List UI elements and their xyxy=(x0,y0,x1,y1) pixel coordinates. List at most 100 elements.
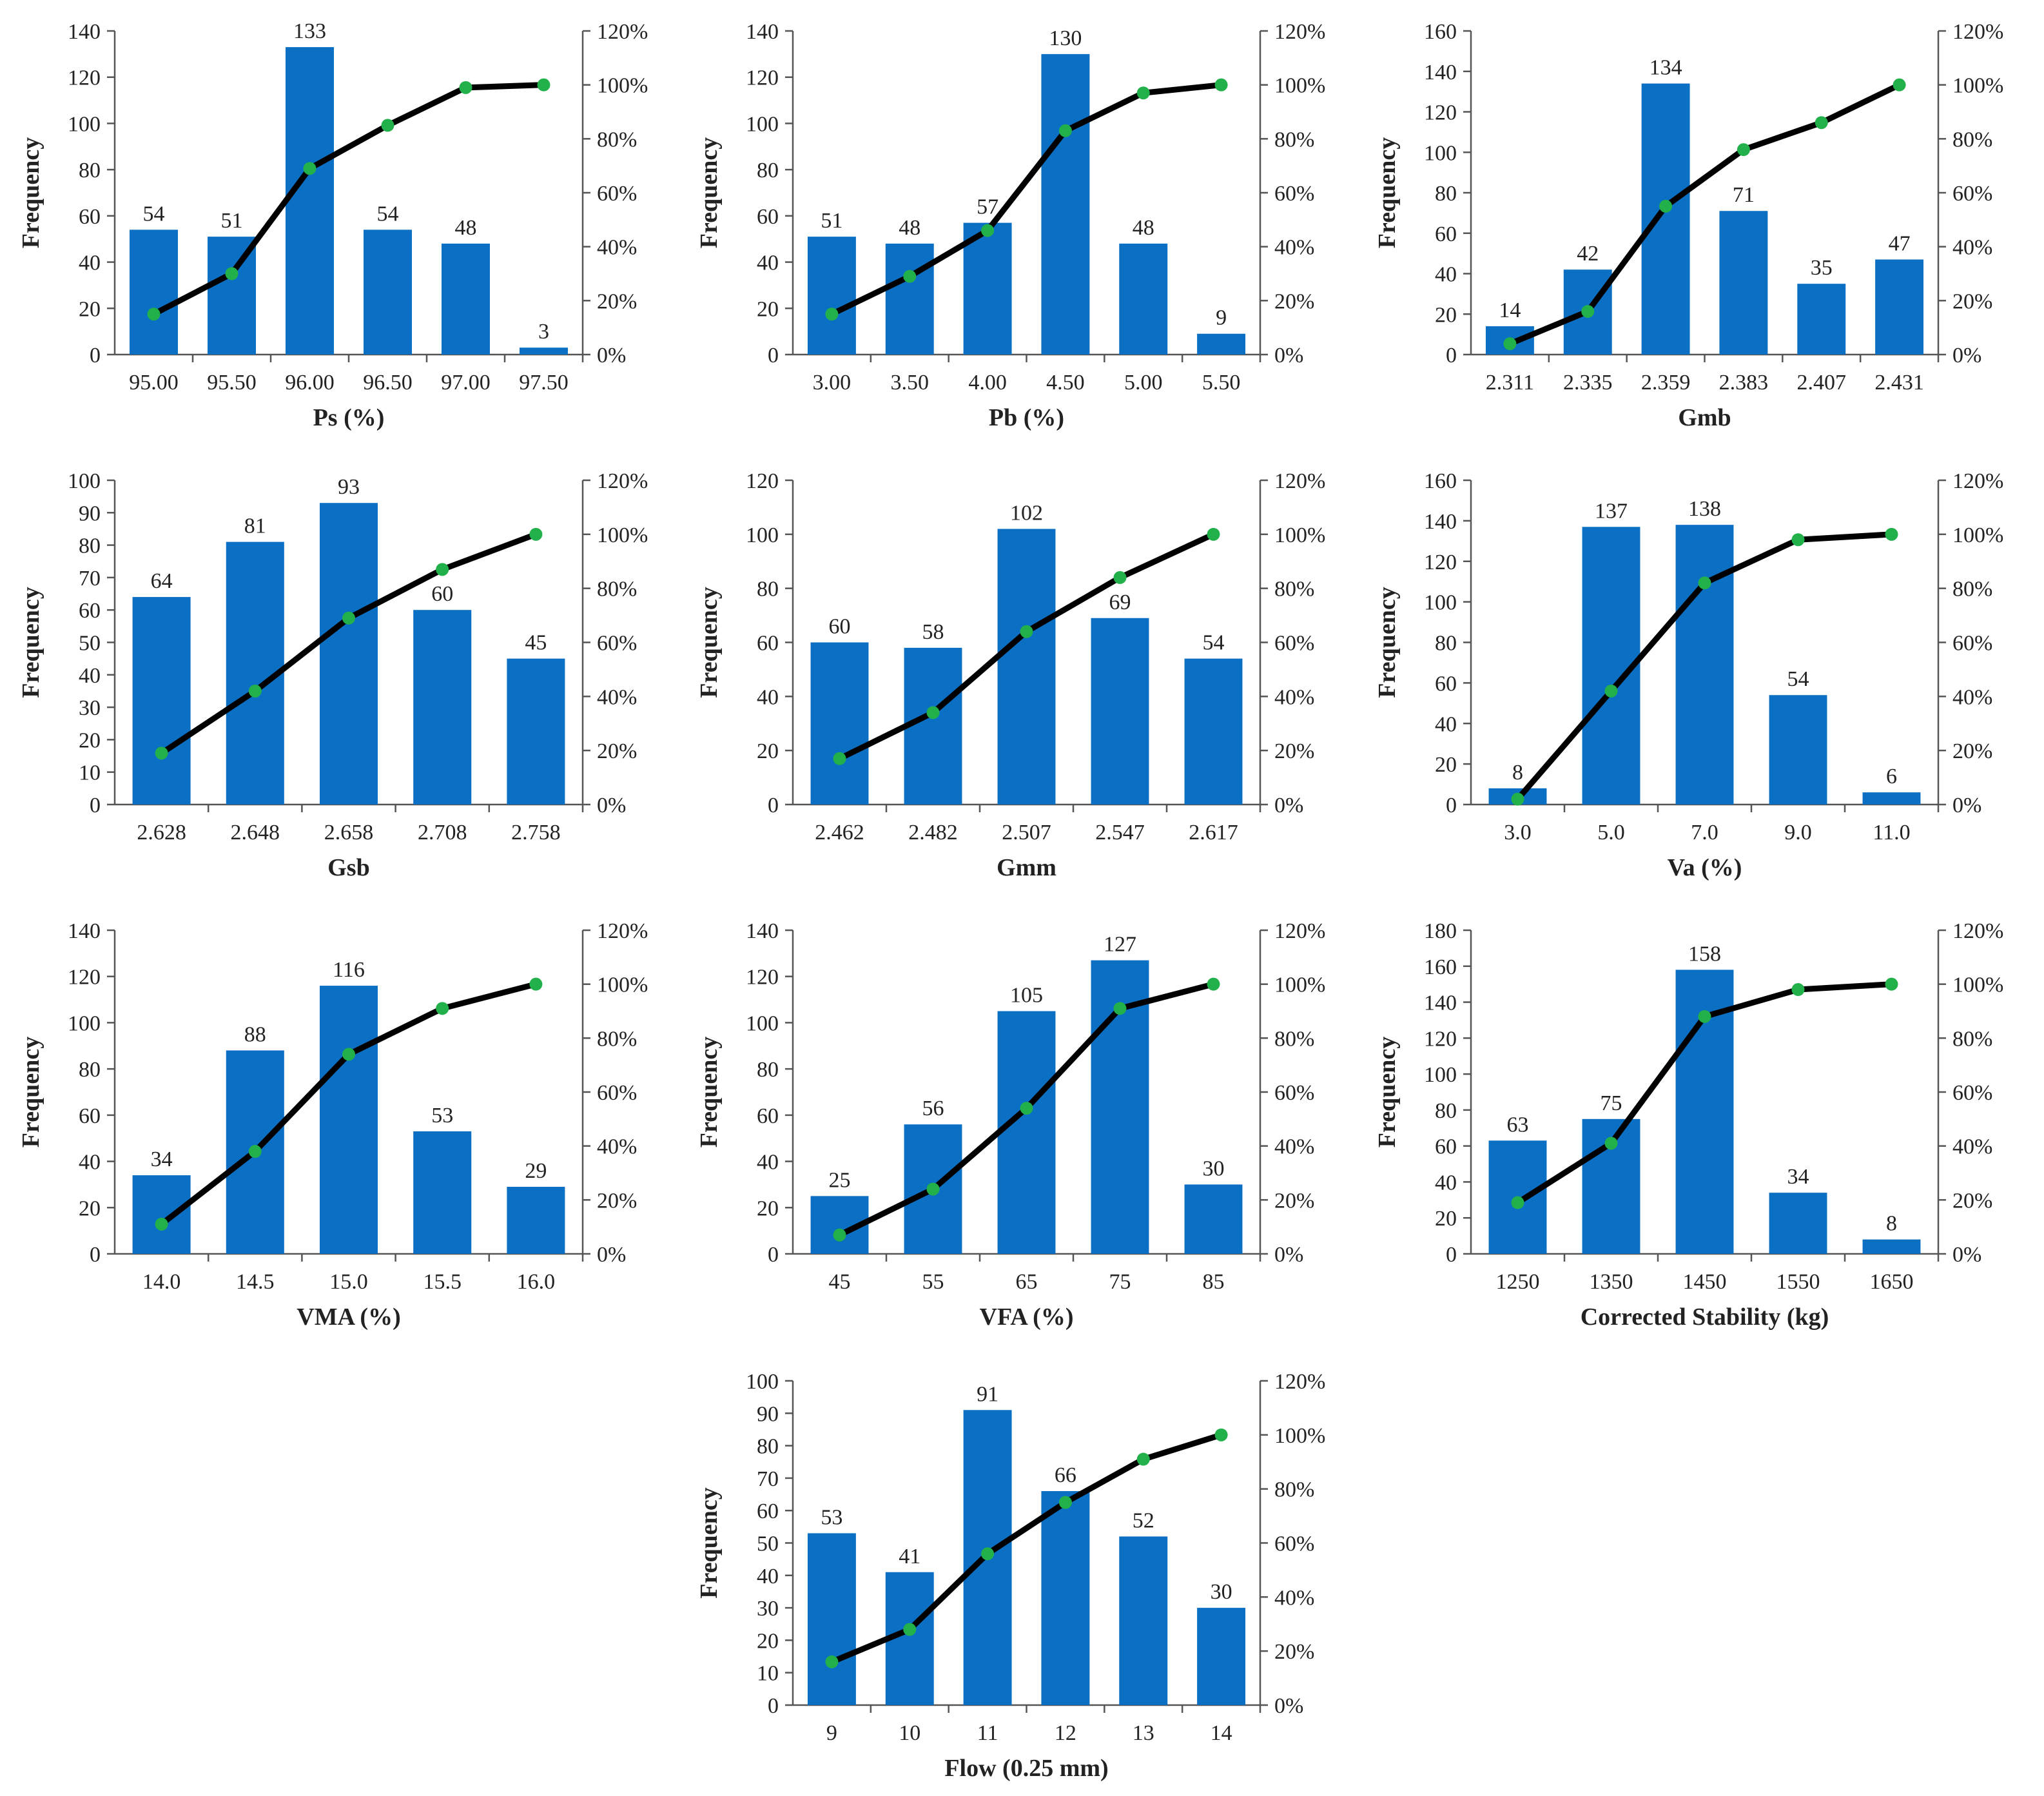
bar xyxy=(1769,1193,1827,1254)
y2-tick-label: 60% xyxy=(597,632,637,656)
y2-tick-label: 100% xyxy=(597,523,648,547)
y-tick-label: 60 xyxy=(757,1499,779,1523)
y2-tick-label: 80% xyxy=(1952,578,1992,601)
y-axis-title: Frequency xyxy=(696,137,723,248)
x-tick-label: 97.00 xyxy=(441,371,491,395)
cumulative-point xyxy=(833,752,846,765)
y-tick-label: 80 xyxy=(79,534,101,558)
y2-tick-label: 100% xyxy=(1952,973,2003,997)
y2-tick-label: 0% xyxy=(597,794,626,817)
cumulative-point xyxy=(1511,792,1524,806)
chart-panel-9: 0 20 40 60 80 100 120 140 160 180 0% 20% 40% 60% 80% 10… xyxy=(1374,919,2003,1331)
bar xyxy=(1119,1536,1168,1705)
x-tick-label: 2.462 xyxy=(815,821,864,844)
x-tick-label: 2.431 xyxy=(1874,371,1924,395)
y2-tick-label: 60% xyxy=(597,1081,637,1105)
y-tick-label: 100 xyxy=(1424,591,1457,615)
cumulative-point xyxy=(1791,983,1805,997)
cumulative-point xyxy=(926,706,940,719)
bar xyxy=(1719,211,1768,355)
bar-value-label: 14 xyxy=(1499,298,1521,322)
cumulative-point xyxy=(248,684,262,698)
bar-value-label: 54 xyxy=(1203,631,1225,655)
y-tick-label: 140 xyxy=(1424,61,1457,84)
chart-panel-8: 0 20 40 60 80 100 120 140 0% 20% 40% 60% 80% 100% 120%… xyxy=(696,919,1325,1331)
x-tick-label: 2.628 xyxy=(137,821,186,844)
bar xyxy=(1197,1608,1246,1705)
y2-tick-label: 0% xyxy=(1952,1243,1981,1267)
y-tick-label: 60 xyxy=(79,599,101,623)
y-axis-title: Frequency xyxy=(17,1037,44,1147)
bar-value-label: 116 xyxy=(333,958,365,982)
bar-value-label: 69 xyxy=(1109,591,1131,614)
chart-panel-7: 0 20 40 60 80 100 120 140 0% 20% 40% 60% 80% 100% 120%… xyxy=(17,919,648,1331)
y-tick-label: 100 xyxy=(746,1011,779,1035)
chart-panel-3: 0 20 40 60 80 100 120 140 160 0% 20% 40% 60% 80% 100% 1… xyxy=(1374,20,2003,431)
y-tick-label: 20 xyxy=(757,1629,779,1653)
bar-value-label: 56 xyxy=(922,1097,944,1120)
y2-tick-label: 40% xyxy=(597,236,637,260)
chart-panel-1: 0 20 40 60 80 100 120 140 0% 20% 40% 60% 80% 100% 120%… xyxy=(17,19,648,431)
bar-value-label: 48 xyxy=(1133,216,1154,240)
y2-tick-label: 120% xyxy=(1952,919,2003,943)
y-tick-label: 40 xyxy=(757,251,779,275)
bar-value-label: 130 xyxy=(1049,26,1082,50)
y2-tick-label: 100% xyxy=(1274,973,1325,997)
cumulative-point xyxy=(1214,78,1228,92)
x-tick-label: 14.0 xyxy=(142,1270,181,1294)
x-tick-label: 15.0 xyxy=(329,1270,368,1294)
y-tick-label: 0 xyxy=(90,794,101,817)
y-tick-label: 100 xyxy=(746,112,779,136)
bar-value-label: 158 xyxy=(1688,942,1721,966)
y-tick-label: 20 xyxy=(1435,303,1457,327)
cumulative-point xyxy=(537,78,550,92)
bar xyxy=(1862,1239,1921,1254)
y-tick-label: 120 xyxy=(68,66,101,90)
y2-tick-label: 80% xyxy=(597,128,637,151)
y-tick-label: 60 xyxy=(1435,672,1457,696)
bar-value-label: 45 xyxy=(525,631,547,655)
x-tick-label: 97.50 xyxy=(519,371,569,395)
bar xyxy=(507,1187,565,1254)
x-tick-label: 12 xyxy=(1055,1721,1076,1745)
bar xyxy=(132,597,191,805)
y2-tick-label: 20% xyxy=(597,1189,637,1213)
bar-value-label: 29 xyxy=(525,1159,547,1183)
bar-value-label: 54 xyxy=(143,202,165,226)
bar xyxy=(997,529,1056,805)
y2-tick-label: 120% xyxy=(1952,469,2003,493)
x-tick-label: 3.0 xyxy=(1504,821,1532,844)
y2-tick-label: 0% xyxy=(597,1243,626,1267)
cumulative-point xyxy=(436,1002,449,1015)
chart-panel-5: 0 20 40 60 80 100 120 0% 20% 40% 60% 80% 100% 120% 60 2… xyxy=(696,469,1325,881)
cumulative-point xyxy=(825,307,839,321)
y-axis-title: Frequency xyxy=(696,1487,723,1598)
bar xyxy=(963,222,1012,355)
chart-panel-2: 0 20 40 60 80 100 120 140 0% 20% 40% 60% 80% 100% 120%… xyxy=(696,20,1325,431)
cumulative-line xyxy=(828,82,1225,317)
x-tick-label: 65 xyxy=(1016,1270,1038,1294)
y-tick-label: 160 xyxy=(1424,20,1457,44)
bar xyxy=(363,229,413,355)
bar xyxy=(807,237,856,355)
y2-tick-label: 80% xyxy=(1952,1027,1992,1051)
y-tick-label: 120 xyxy=(746,66,779,90)
y-tick-label: 10 xyxy=(757,1662,779,1686)
y2-tick-label: 120% xyxy=(1274,919,1325,943)
cumulative-point xyxy=(1815,116,1828,130)
y-tick-label: 40 xyxy=(1435,263,1457,287)
y2-tick-label: 40% xyxy=(597,1135,637,1159)
y-tick-label: 160 xyxy=(1424,955,1457,979)
y-tick-label: 60 xyxy=(757,205,779,229)
bar-value-label: 134 xyxy=(1650,56,1682,80)
y-tick-label: 90 xyxy=(757,1402,779,1426)
y-tick-label: 120 xyxy=(1424,1027,1457,1051)
y-tick-label: 40 xyxy=(757,1565,779,1588)
y-tick-label: 80 xyxy=(79,1058,101,1082)
x-tick-label: 4.50 xyxy=(1046,371,1085,395)
bar-value-label: 63 xyxy=(1507,1113,1529,1137)
y-tick-label: 50 xyxy=(79,632,101,656)
bar-value-label: 58 xyxy=(922,620,944,644)
y-tick-label: 20 xyxy=(757,297,779,321)
bar xyxy=(1197,333,1246,355)
